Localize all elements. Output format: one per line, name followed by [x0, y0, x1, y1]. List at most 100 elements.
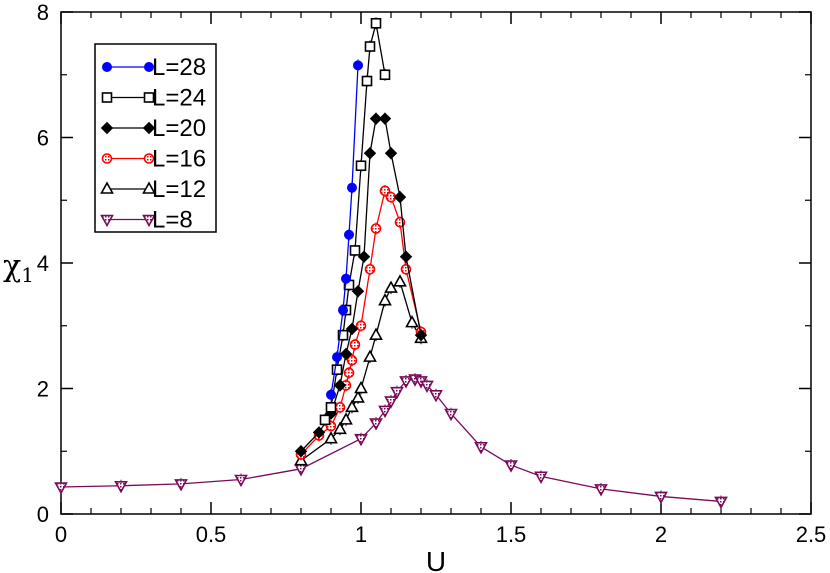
legend-marker	[143, 153, 155, 164]
data-point	[361, 75, 373, 87]
data-point	[369, 418, 383, 431]
legend-marker	[144, 62, 154, 72]
data-point	[343, 367, 355, 379]
data-point	[114, 480, 128, 494]
data-point	[351, 390, 365, 403]
x-tick-label: 1	[355, 522, 367, 547]
y-tick-label: 2	[37, 377, 49, 402]
data-point	[378, 405, 392, 419]
data-point	[384, 396, 398, 409]
legend-marker	[100, 181, 114, 194]
legend-item: L=28	[102, 54, 206, 81]
data-point	[331, 364, 343, 375]
x-tick-label: 0	[55, 522, 67, 547]
legend-label: L=8	[152, 207, 193, 234]
x-axis: 0 0.5 1 1.5 2 2.5	[55, 12, 826, 547]
data-point	[355, 160, 367, 172]
data-point	[399, 250, 413, 263]
data-point	[379, 185, 391, 197]
legend-marker	[142, 181, 156, 194]
data-point	[370, 17, 382, 29]
y-axis: 0 2 4 6 8	[37, 0, 811, 527]
data-point	[174, 479, 188, 492]
legend-marker	[142, 214, 156, 228]
legend-label: L=20	[152, 115, 206, 142]
data-point	[444, 408, 458, 422]
legend-box	[94, 43, 217, 233]
legend-marker	[143, 92, 155, 103]
legend-label: L=16	[152, 146, 206, 173]
series-l-28	[326, 59, 363, 401]
data-point	[351, 285, 365, 298]
data-point	[363, 146, 377, 160]
data-point	[337, 329, 349, 341]
data-point	[504, 460, 518, 473]
data-point	[294, 445, 308, 458]
y-tick-label: 6	[37, 126, 49, 151]
data-point	[594, 484, 608, 497]
data-point	[334, 402, 346, 413]
data-point	[384, 280, 398, 293]
data-point	[378, 112, 392, 125]
data-point	[324, 431, 338, 444]
x-tick-label: 1.5	[496, 522, 527, 547]
data-point	[333, 379, 347, 392]
legend-marker	[100, 214, 114, 228]
data-point	[326, 389, 336, 400]
data-point	[355, 320, 367, 332]
y-tick-label: 0	[37, 502, 49, 527]
y-axis-label: χ1	[3, 249, 34, 287]
legend-label: L=28	[152, 54, 206, 81]
legend-marker	[102, 62, 112, 72]
x-axis-label: U	[426, 546, 446, 573]
data-point	[234, 474, 248, 488]
data-point	[349, 339, 361, 350]
data-point	[54, 482, 68, 495]
data-point	[364, 263, 376, 275]
data-point	[399, 376, 413, 389]
data-point	[429, 389, 443, 403]
data-point	[325, 402, 337, 413]
legend-marker	[101, 92, 113, 103]
data-point	[333, 421, 347, 435]
data-point	[312, 426, 326, 439]
series-line	[300, 189, 422, 455]
x-tick-label: 2	[655, 522, 667, 547]
data-point	[379, 69, 391, 81]
legend-item: L=12	[100, 176, 206, 203]
legend-item: L=24	[101, 85, 206, 112]
data-point	[364, 41, 376, 52]
data-point	[347, 182, 357, 193]
data-point	[369, 112, 383, 125]
data-point	[369, 327, 383, 340]
data-point	[378, 292, 392, 306]
data-point	[339, 347, 353, 361]
data-point	[357, 250, 371, 263]
series-l-16	[295, 184, 427, 461]
data-point	[349, 245, 361, 256]
data-point	[393, 190, 407, 204]
series-l-12	[294, 274, 428, 467]
legend-label: L=24	[152, 85, 206, 112]
svg-text:χ1: χ1	[3, 249, 34, 287]
data-point	[319, 414, 331, 426]
data-point	[353, 60, 363, 71]
data-point	[341, 273, 351, 284]
x-tick-label: 2.5	[796, 522, 827, 547]
data-point	[344, 229, 354, 240]
data-point	[346, 354, 358, 366]
data-point	[339, 412, 353, 425]
series-layer	[54, 17, 728, 510]
data-point	[354, 380, 368, 394]
data-point	[420, 380, 434, 394]
y-axis-label-symbol: χ	[3, 249, 21, 284]
data-point	[354, 433, 368, 447]
legend-marker	[142, 121, 156, 135]
x-tick-label: 0.5	[196, 522, 227, 547]
legend-item: L=20	[100, 115, 206, 142]
data-point	[384, 146, 398, 160]
y-tick-label: 8	[37, 0, 49, 25]
data-point	[345, 322, 359, 336]
data-point	[474, 442, 488, 455]
